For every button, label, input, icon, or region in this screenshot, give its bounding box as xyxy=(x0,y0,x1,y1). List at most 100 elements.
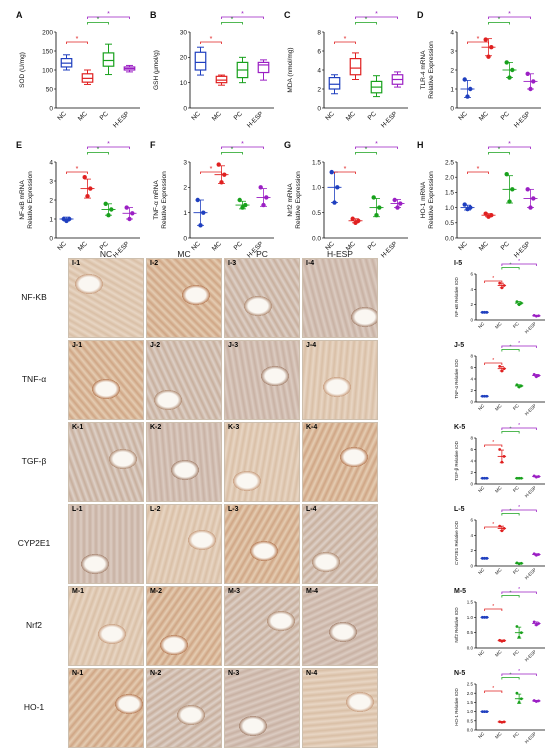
y-tick-label: 0 xyxy=(183,235,187,242)
y-axis-label: Nrf2 Relative IOD xyxy=(454,607,459,643)
significance-marker: * xyxy=(498,147,501,154)
tissue-panel-label: L-2 xyxy=(150,506,161,513)
x-tick-label: MC xyxy=(494,403,503,412)
y-tick-label: 1.0 xyxy=(445,205,454,212)
significance-bracket xyxy=(501,673,537,676)
box-body xyxy=(349,57,362,76)
significance-bracket xyxy=(484,444,503,447)
panel-letter: G xyxy=(284,140,291,150)
significance-marker: * xyxy=(510,263,512,269)
x-tick-label: H-ESP xyxy=(513,110,532,129)
y-tick-label: 6 xyxy=(317,48,321,55)
data-point xyxy=(195,197,200,203)
series-mc xyxy=(497,638,507,643)
y-axis-label: GSH (μmol/g) xyxy=(153,50,160,90)
tissue-panel-label: K-3 xyxy=(228,424,240,431)
data-point xyxy=(222,172,227,177)
row-label-ho-1: HO-1 xyxy=(23,702,45,712)
tissue-panel-label: K-4 xyxy=(306,424,318,431)
series-nc xyxy=(460,202,475,212)
series-nc xyxy=(480,615,489,619)
y-axis-label: TNF-α Relative IOD xyxy=(454,358,459,398)
data-point xyxy=(528,205,533,210)
significance-bracket xyxy=(501,349,520,352)
significance-bracket xyxy=(467,41,489,44)
tissue-image-n-2: N-2 xyxy=(146,668,222,748)
data-point xyxy=(127,216,132,222)
significance-bracket xyxy=(66,171,88,174)
tissue-panel-label: J-3 xyxy=(228,342,239,349)
y-tick-label: 0.5 xyxy=(467,630,474,635)
series-nc xyxy=(327,169,342,205)
y-axis-label: Relative Expression xyxy=(295,171,302,229)
significance-bracket xyxy=(334,171,356,174)
y-tick-label: 2 xyxy=(450,67,454,74)
data-point xyxy=(481,476,484,480)
x-tick-label: NC xyxy=(324,110,336,122)
tissue-panel-label: I-1 xyxy=(72,260,81,267)
significance-marker: * xyxy=(492,686,494,692)
data-point xyxy=(502,639,506,643)
data-point xyxy=(534,700,538,703)
significance-marker: * xyxy=(210,166,213,173)
box-h-esp xyxy=(391,71,404,88)
y-axis-label: HO-1 mRNA xyxy=(420,181,427,218)
significance-bracket xyxy=(484,608,503,611)
box-mc xyxy=(349,52,362,80)
x-tick-label: NC xyxy=(56,110,68,122)
y-axis-label: TNF-α mRNA xyxy=(153,180,160,220)
data-point xyxy=(515,300,519,303)
data-point xyxy=(67,216,72,222)
data-point xyxy=(534,375,538,379)
series-h-esp xyxy=(532,373,541,379)
data-point xyxy=(502,720,506,724)
significance-bracket xyxy=(221,146,264,149)
y-tick-label: 0 xyxy=(470,482,473,487)
tissue-panel-label: I-3 xyxy=(228,260,237,267)
tissue-image-i-3: I-3 xyxy=(224,258,300,338)
data-point xyxy=(528,86,533,92)
data-point xyxy=(219,180,224,185)
data-point xyxy=(507,199,512,204)
chart-panel-i-5: I-5 0 2 4 6 NF-κB Relative IOD NC MC PC H-ESP * * * xyxy=(454,259,545,334)
data-point xyxy=(350,216,355,221)
data-point xyxy=(534,553,538,557)
data-point xyxy=(517,701,521,704)
data-point xyxy=(483,556,487,560)
data-point xyxy=(264,195,269,200)
x-tick-label: MC xyxy=(211,110,223,122)
data-point xyxy=(483,211,488,216)
series-pc xyxy=(514,300,524,307)
y-tick-label: 1.0 xyxy=(467,709,474,714)
data-point xyxy=(481,310,484,314)
panel-letter: B xyxy=(150,10,157,20)
data-point xyxy=(500,369,504,373)
series-nc xyxy=(480,394,489,398)
data-point xyxy=(517,635,521,639)
y-tick-label: 8 xyxy=(317,29,321,36)
y-tick-label: 0 xyxy=(470,318,473,323)
y-tick-label: 3 xyxy=(450,48,454,55)
y-tick-label: 4 xyxy=(49,159,53,166)
data-point xyxy=(332,200,337,205)
data-point xyxy=(483,394,487,398)
panel-letter: E xyxy=(16,140,22,150)
significance-marker: * xyxy=(492,358,494,364)
chart-panel-j-5: J-5 0 2 4 6 8 TNF-α Relative IOD NC MC PC H-ESP * * * xyxy=(454,341,545,416)
x-tick-label: MC xyxy=(494,649,503,658)
data-point xyxy=(481,556,484,560)
significance-bracket xyxy=(501,595,520,598)
box-pc xyxy=(102,43,115,76)
significance-marker: * xyxy=(518,505,520,511)
series-mc xyxy=(481,211,496,219)
box-nc xyxy=(60,54,73,71)
significance-marker: * xyxy=(492,604,494,610)
series-mc xyxy=(80,175,95,199)
chart-panel-f: F 0 1 2 3 TNF-α mRNA Relative Expression NC MC PC… xyxy=(150,140,274,259)
panel-letter: H xyxy=(417,140,424,150)
y-tick-label: 1.5 xyxy=(445,190,454,197)
data-point xyxy=(462,202,467,207)
x-tick-label: MC xyxy=(494,567,503,576)
tissue-image-j-2: J-2 xyxy=(146,340,222,420)
data-point xyxy=(525,71,530,76)
